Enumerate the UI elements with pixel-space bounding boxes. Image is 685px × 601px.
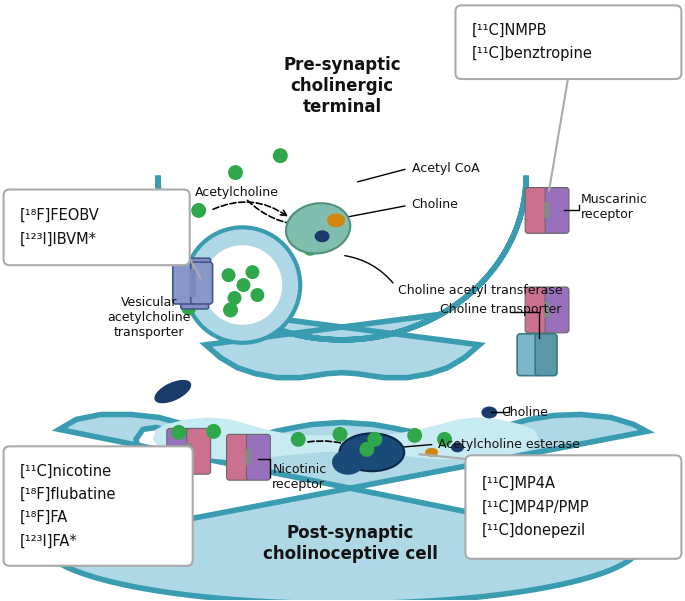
- Circle shape: [360, 442, 374, 457]
- FancyBboxPatch shape: [525, 287, 549, 333]
- Polygon shape: [245, 450, 251, 465]
- Text: Vesicular
acetylcholine
transporter: Vesicular acetylcholine transporter: [108, 296, 190, 340]
- Circle shape: [191, 203, 206, 218]
- Polygon shape: [186, 444, 192, 459]
- Circle shape: [273, 148, 288, 163]
- Text: Pre-synaptic
cholinergic
terminal: Pre-synaptic cholinergic terminal: [283, 56, 401, 116]
- FancyBboxPatch shape: [545, 287, 569, 333]
- Polygon shape: [44, 415, 647, 601]
- Polygon shape: [153, 418, 539, 459]
- Circle shape: [185, 227, 300, 343]
- FancyBboxPatch shape: [173, 262, 195, 304]
- Text: Muscarinic
receptor: Muscarinic receptor: [581, 194, 648, 221]
- Circle shape: [223, 302, 238, 317]
- FancyBboxPatch shape: [3, 189, 190, 265]
- FancyBboxPatch shape: [247, 435, 271, 480]
- Circle shape: [303, 241, 318, 255]
- Circle shape: [245, 265, 260, 279]
- Circle shape: [171, 255, 186, 270]
- Polygon shape: [544, 203, 550, 218]
- FancyBboxPatch shape: [181, 293, 209, 309]
- Text: [¹¹C]NMPB
[¹¹C]benztropine: [¹¹C]NMPB [¹¹C]benztropine: [471, 23, 593, 61]
- Ellipse shape: [286, 203, 350, 254]
- FancyBboxPatch shape: [456, 5, 682, 79]
- FancyBboxPatch shape: [465, 456, 682, 559]
- Circle shape: [290, 432, 306, 447]
- Ellipse shape: [451, 442, 464, 453]
- Ellipse shape: [425, 448, 438, 457]
- Circle shape: [171, 425, 186, 440]
- Text: [¹¹C]nicotine
[¹⁸F]flubatine
[¹⁸F]FA
[¹²³I]FA*: [¹¹C]nicotine [¹⁸F]flubatine [¹⁸F]FA [¹²…: [19, 463, 116, 549]
- Polygon shape: [190, 269, 196, 297]
- Circle shape: [227, 291, 242, 305]
- Text: Choline transporter: Choline transporter: [440, 304, 561, 317]
- FancyBboxPatch shape: [167, 429, 190, 474]
- FancyBboxPatch shape: [517, 334, 539, 376]
- Text: Acetylcholine: Acetylcholine: [195, 186, 278, 199]
- Polygon shape: [183, 275, 207, 295]
- Circle shape: [206, 424, 221, 439]
- Circle shape: [236, 278, 251, 292]
- Circle shape: [228, 165, 243, 180]
- Circle shape: [367, 432, 382, 447]
- FancyBboxPatch shape: [3, 447, 192, 566]
- Circle shape: [221, 268, 236, 282]
- FancyBboxPatch shape: [190, 262, 212, 304]
- Text: Choline: Choline: [501, 406, 548, 419]
- Text: Choline acetyl transferase: Choline acetyl transferase: [398, 284, 562, 296]
- Text: Post-synaptic
cholinoceptive cell: Post-synaptic cholinoceptive cell: [262, 525, 438, 563]
- Circle shape: [182, 300, 196, 316]
- Ellipse shape: [340, 433, 404, 471]
- FancyBboxPatch shape: [525, 188, 549, 233]
- Text: Acetyl CoA: Acetyl CoA: [412, 162, 480, 175]
- FancyBboxPatch shape: [227, 435, 251, 480]
- Ellipse shape: [327, 213, 345, 227]
- Circle shape: [251, 288, 264, 302]
- Ellipse shape: [314, 230, 329, 242]
- Circle shape: [407, 428, 422, 443]
- Polygon shape: [158, 175, 526, 377]
- Circle shape: [437, 432, 452, 447]
- Circle shape: [332, 427, 347, 442]
- FancyBboxPatch shape: [187, 429, 210, 474]
- Polygon shape: [544, 302, 550, 318]
- Text: Choline: Choline: [412, 198, 458, 211]
- Text: [¹⁸F]FEOBV
[¹²³I]IBVM*: [¹⁸F]FEOBV [¹²³I]IBVM*: [19, 208, 99, 246]
- FancyBboxPatch shape: [545, 188, 569, 233]
- Circle shape: [203, 245, 282, 325]
- Ellipse shape: [482, 406, 497, 418]
- FancyBboxPatch shape: [179, 258, 210, 277]
- Text: Acetylcholine esterase: Acetylcholine esterase: [438, 438, 580, 451]
- Ellipse shape: [332, 450, 364, 475]
- FancyBboxPatch shape: [535, 334, 557, 376]
- Text: [¹¹C]MP4A
[¹¹C]MP4P/PMP
[¹¹C]donepezil: [¹¹C]MP4A [¹¹C]MP4P/PMP [¹¹C]donepezil: [482, 476, 589, 538]
- Text: Nicotinic
receptor: Nicotinic receptor: [273, 463, 327, 491]
- Ellipse shape: [154, 380, 191, 403]
